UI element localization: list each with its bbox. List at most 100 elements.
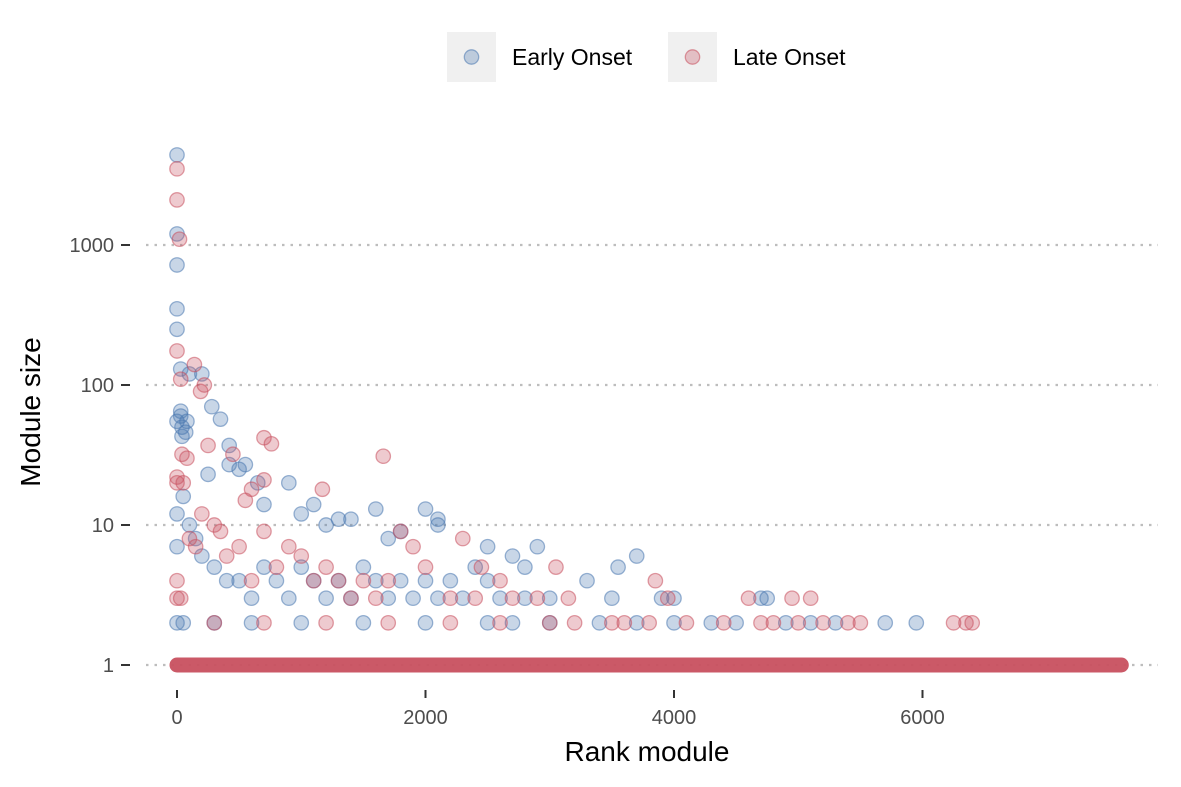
point-late-onset [343,590,359,607]
point-early-onset [827,615,844,631]
point-late-onset [417,559,434,575]
point-late-onset [305,572,322,589]
point-early-onset [430,511,446,528]
point-early-onset [703,615,720,631]
point-early-onset [206,559,223,575]
point-early-onset [728,615,744,631]
point-late-onset [492,615,508,631]
point-late-onset [172,371,189,388]
point-early-onset [367,572,384,589]
point-late-onset [172,590,189,607]
point-early-onset [753,590,769,607]
y-tick-label: 100 [81,375,114,397]
point-late-onset [355,572,372,589]
point-late-onset [541,615,558,631]
point-early-onset [802,615,819,631]
legend-label: Early Onset [512,44,633,70]
point-late-onset [196,377,213,393]
point-early-onset [218,572,235,589]
point-late-onset [715,615,732,631]
point-late-onset [659,590,676,607]
point-late-onset [169,343,185,359]
y-tick-label: 10 [92,515,114,537]
x-tick-label: 4000 [652,707,697,729]
point-early-onset [430,590,446,607]
y-tick-label: 1 [103,655,114,677]
point-late-onset [566,615,583,631]
y-axis-title: Module size [15,337,46,486]
point-early-onset [759,590,776,607]
x-tick-label: 2000 [403,707,448,729]
point-early-onset [203,398,220,415]
point-late-onset [237,492,254,509]
point-late-onset [169,192,185,208]
point-late-onset [442,615,459,631]
point-late-onset [647,572,664,589]
point-early-onset [179,413,195,430]
x-tick-label: 6000 [900,707,945,729]
point-early-onset [405,590,421,607]
point-early-onset [908,615,925,631]
point-early-onset [169,147,185,163]
point-late-onset [169,475,185,491]
point-late-onset [405,538,421,555]
point-late-onset [958,615,974,631]
point-early-onset [169,300,185,317]
point-late-onset [169,469,185,485]
point-early-onset [268,572,285,589]
point-late-onset [330,572,347,589]
point-early-onset [280,475,297,491]
point-late-onset [504,590,521,607]
point-early-onset [280,590,297,607]
point-early-onset [877,615,894,631]
legend-marker [463,49,480,65]
point-late-onset [200,437,216,454]
point-late-onset [802,590,819,607]
point-late-onset [840,615,856,631]
legend-label: Late Onset [733,44,846,70]
point-late-onset [175,475,192,491]
legend-key-bg [447,32,496,82]
point-late-onset [243,572,260,589]
point-late-onset [169,590,185,607]
point-late-onset [548,559,564,575]
point-early-onset [517,590,533,607]
point-late-onset [181,530,198,547]
point-late-onset [964,615,981,631]
point-early-onset [591,615,608,631]
point-late-onset [678,615,695,631]
point-early-onset [305,496,322,513]
point-late-onset [380,615,397,631]
point-late-onset [604,615,620,631]
point-late-onset [194,506,210,522]
point-late-onset [187,538,204,555]
point-early-onset [417,501,434,517]
point-late-onset [784,590,800,607]
point-early-onset [417,615,434,631]
point-early-onset [628,615,645,631]
point-early-onset [293,559,310,575]
point-early-onset [417,572,434,589]
point-early-onset [504,548,521,564]
point-late-onset [375,448,392,465]
point-early-onset [430,517,446,533]
grid-lines [146,243,1158,667]
point-late-onset [256,472,272,488]
point-early-onset [237,456,254,473]
y-tick-label: 1000 [70,235,115,257]
point-late-onset [790,615,807,631]
point-early-onset [610,559,626,575]
point-early-onset [169,321,185,338]
point-late-onset [231,538,247,555]
point-early-onset [200,466,216,483]
x-axis-title: Rank module [565,736,730,767]
point-late-onset [560,590,577,607]
point-late-onset [442,590,459,607]
point-early-onset [666,615,682,631]
point-late-onset [314,481,331,498]
point-early-onset [380,530,397,547]
point-late-onset [492,572,508,589]
point-early-onset [604,590,620,607]
point-early-onset [256,496,272,513]
point-late-onset [852,615,869,631]
